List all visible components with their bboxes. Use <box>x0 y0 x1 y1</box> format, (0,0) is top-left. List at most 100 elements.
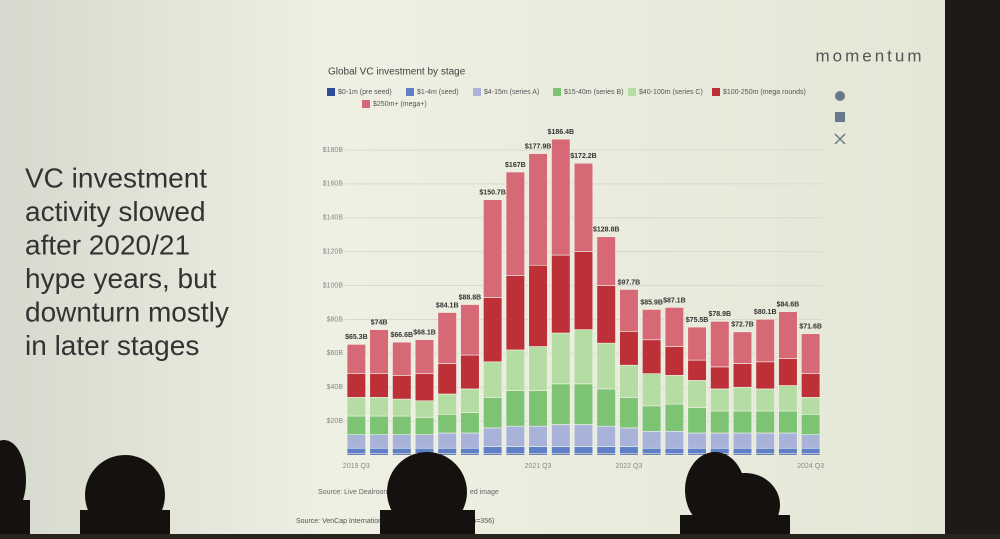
bar-segment <box>619 446 639 454</box>
total-label: $71.6B <box>799 324 822 331</box>
bar-segment <box>346 373 366 398</box>
y-tick-label: $100B <box>323 282 344 289</box>
bar-segment <box>437 447 457 454</box>
bar-segment <box>573 424 594 447</box>
bar-segment <box>369 415 389 435</box>
source: Source: Live Dealroom <box>318 489 389 496</box>
bar-segment <box>528 390 548 427</box>
bar-segment <box>778 410 798 434</box>
legend-swatch <box>553 88 561 96</box>
legend-swatch <box>473 88 481 96</box>
y-tick-label: $60B <box>327 350 344 357</box>
bar-segment <box>460 432 480 449</box>
bar-segment <box>778 385 798 412</box>
bar-segment <box>369 447 389 454</box>
bar-segment <box>755 318 775 363</box>
legend-label: $0-1m (pre seed) <box>338 89 392 96</box>
bar-segment <box>687 407 707 434</box>
bar-segment <box>551 332 571 385</box>
bar-segment <box>437 363 457 395</box>
source: Source: VenCap International <box>296 518 388 525</box>
legend-swatch <box>362 100 370 108</box>
bar-segment <box>392 434 412 449</box>
bar-segment <box>687 359 707 381</box>
bar-segment <box>551 383 571 425</box>
total-label: $68.1B <box>413 329 436 336</box>
bar-segment <box>596 388 616 427</box>
bar-segment <box>664 346 684 376</box>
bar-segment <box>437 393 457 415</box>
bar-segment <box>732 386 753 412</box>
heading-line: hype years, but <box>25 263 217 294</box>
audience <box>0 440 790 537</box>
bar-segment <box>414 339 435 374</box>
y-tick-label: $160B <box>323 181 344 188</box>
bar-segment <box>392 398 412 417</box>
bar-segment <box>369 329 389 374</box>
bar-segment <box>392 447 412 454</box>
bar-segment <box>573 251 594 330</box>
y-tick-label: $20B <box>327 418 344 425</box>
legend-label: $100-250m (mega rounds) <box>723 89 806 96</box>
legend-swatch <box>406 88 414 96</box>
bar-segment <box>369 397 389 417</box>
bar-segment <box>801 434 821 449</box>
bar-segment <box>483 397 503 429</box>
bar-segment <box>460 354 480 390</box>
heading-line: in later stages <box>25 330 199 361</box>
source: ed image <box>470 489 499 496</box>
y-tick-label: $140B <box>323 215 344 222</box>
total-label: $78.9B <box>708 311 731 318</box>
bar-segment <box>596 285 616 344</box>
bar-segment <box>551 424 571 447</box>
bar-segment <box>369 373 389 398</box>
bar-segment <box>505 171 525 276</box>
bar-segment <box>755 388 775 412</box>
bar-segment <box>551 254 571 334</box>
bar-segment <box>392 341 412 376</box>
bar-segment <box>437 432 457 449</box>
total-label: $72.7B <box>731 322 754 329</box>
total-label: $84.1B <box>436 302 459 309</box>
legend-label: $4-15m (series A) <box>484 89 539 96</box>
bar-segment <box>392 415 412 435</box>
bar-segment <box>483 427 503 447</box>
bar-segment <box>573 162 594 252</box>
bar-segment <box>392 375 412 400</box>
bar-segment <box>710 388 730 412</box>
y-tick-label: $40B <box>327 384 344 391</box>
chart: $0-1m (pre seed) $1-4m (seed) $4-15m (seri… <box>323 88 824 470</box>
legend-swatch <box>327 88 335 96</box>
bar-segment <box>437 312 457 364</box>
bar-segment <box>687 432 707 449</box>
bar-segment <box>801 447 821 454</box>
bar-segment <box>801 397 821 415</box>
y-tick-label: $180B <box>323 147 344 154</box>
bar-segment <box>505 275 525 351</box>
bar-segment <box>619 427 639 447</box>
bar-segment <box>414 417 435 435</box>
bar-segment <box>619 364 639 398</box>
bar-segment <box>573 446 594 454</box>
legend-label: $40-100m (series C) <box>639 89 703 96</box>
bar-segment <box>732 331 753 364</box>
bar-segment <box>346 415 366 435</box>
bar-segment <box>732 410 753 434</box>
bar-segment <box>573 329 594 385</box>
x-tick-label: 2019 Q3 <box>343 463 370 470</box>
bar-segment <box>710 432 730 449</box>
total-label: $65.3B <box>345 334 368 341</box>
bar-segment <box>687 380 707 408</box>
bar-segment <box>732 432 753 449</box>
bar-segment <box>528 425 548 447</box>
bar-segment <box>755 410 775 434</box>
bar-segment <box>528 153 548 266</box>
bar-segment <box>664 403 684 432</box>
total-label: $172.2B <box>570 153 596 160</box>
bar-segment <box>801 373 821 398</box>
wall <box>945 0 1000 534</box>
x-tick-label: 2024 Q3 <box>797 463 824 470</box>
total-label: $74B <box>371 319 388 326</box>
total-label: $186.4B <box>548 129 574 136</box>
